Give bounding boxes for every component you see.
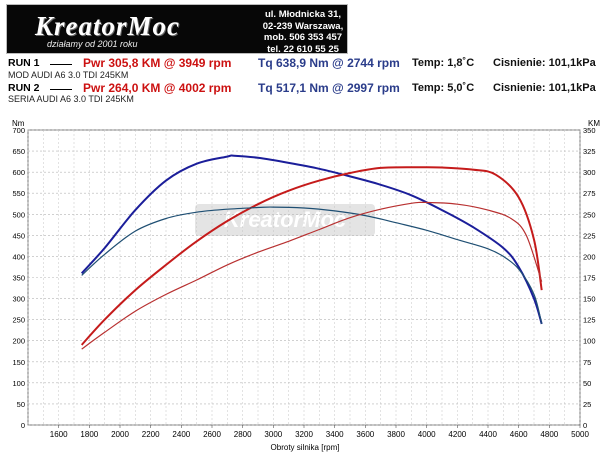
chart-watermark: KreatorMoc xyxy=(195,204,375,236)
x-tick-label: 3800 xyxy=(387,430,405,439)
run2-power-peak: Pwr 264,0 KM @ 4002 rpm xyxy=(83,81,232,95)
run1-torque-peak: Tq 638,9 Nm @ 2744 rpm xyxy=(258,56,400,70)
run2-pressure: Cisnienie: 101,1kPa xyxy=(493,82,596,94)
address-line: ul. Młodnicka 31, xyxy=(264,9,342,20)
series-mod-torque xyxy=(80,154,543,325)
run1-label: RUN 1 xyxy=(8,57,40,69)
logo-name: KreatorMoc xyxy=(35,11,180,41)
dyno-chart: KreatorMoc 0 0 50 25 100 50 150 75 200 100 250 125 3… xyxy=(0,105,610,457)
y-right-tick-label: 175 xyxy=(583,274,596,283)
run2-temperature: Temp: 5,0˚C xyxy=(412,82,475,94)
chart-ticks: 0 0 50 25 100 50 150 75 200 100 250 125 300 150 350 175… xyxy=(12,126,595,439)
y-left-tick-label: 0 xyxy=(21,421,25,430)
y-right-tick-label: 225 xyxy=(583,231,596,240)
chart-grid xyxy=(27,129,581,426)
x-tick-label: 2400 xyxy=(172,430,190,439)
series-stock-torque xyxy=(81,206,543,325)
y-left-tick-label: 200 xyxy=(12,337,25,346)
run1-temperature: Temp: 1,8˚C xyxy=(412,57,475,69)
x-tick-label: 3000 xyxy=(264,430,282,439)
x-tick-label: 4800 xyxy=(540,430,558,439)
y-left-tick-label: 600 xyxy=(12,168,25,177)
y-left-tick-label: 650 xyxy=(12,147,25,156)
y-right-tick-label: 75 xyxy=(583,358,591,367)
chart-background xyxy=(0,105,610,457)
y-right-tick-label: 250 xyxy=(583,210,596,219)
run1-legend-line xyxy=(50,64,72,65)
run1-name: MOD AUDI A6 3.0 TDI 245KM xyxy=(8,70,129,80)
y-right-tick-label: 150 xyxy=(583,295,596,304)
x-tick-label: 3400 xyxy=(326,430,344,439)
y-right-tick-label: 300 xyxy=(583,168,596,177)
series-stock-power xyxy=(81,201,543,350)
x-tick-label: 2800 xyxy=(234,430,252,439)
x-tick-label: 4000 xyxy=(418,430,436,439)
x-tick-label: 5000 xyxy=(571,430,589,439)
y-left-tick-label: 150 xyxy=(12,358,25,367)
y-right-unit: KM xyxy=(588,119,600,128)
run1-power-peak: Pwr 305,8 KM @ 3949 rpm xyxy=(83,56,232,70)
x-axis-label: Obroty silnika [rpm] xyxy=(271,443,340,452)
run2-label: RUN 2 xyxy=(8,82,40,94)
y-left-tick-label: 550 xyxy=(12,189,25,198)
y-left-tick-label: 100 xyxy=(12,379,25,388)
y-right-tick-label: 350 xyxy=(583,126,596,135)
y-left-tick-label: 700 xyxy=(12,126,25,135)
y-left-tick-label: 250 xyxy=(12,316,25,325)
logo-tagline: działamy od 2001 roku xyxy=(47,39,138,49)
watermark-text: KreatorMoc xyxy=(224,207,346,232)
address-line: 02-239 Warszawa, xyxy=(262,20,344,32)
y-left-unit: Nm xyxy=(12,119,25,128)
watermark-plate xyxy=(195,204,375,236)
y-right-tick-label: 200 xyxy=(583,252,596,261)
x-tick-label: 2200 xyxy=(142,430,160,439)
address-line: mob. 506 353 457 xyxy=(263,32,343,43)
x-tick-label: 3600 xyxy=(356,430,374,439)
address-line: tel. 22 610 55 25 xyxy=(267,43,339,55)
y-right-tick-label: 50 xyxy=(583,379,591,388)
y-left-tick-label: 350 xyxy=(12,274,25,283)
y-right-tick-label: 125 xyxy=(583,316,596,325)
company-logo: KreatorMoc działamy od 2001 roku ul. Mło… xyxy=(6,4,349,55)
y-right-tick-label: 275 xyxy=(583,189,596,198)
y-left-tick-label: 500 xyxy=(12,210,25,219)
run2-name: SERIA AUDI A6 3.0 TDI 245KM xyxy=(8,94,134,104)
x-tick-label: 4600 xyxy=(510,430,528,439)
x-tick-label: 1800 xyxy=(80,430,98,439)
y-right-tick-label: 100 xyxy=(583,337,596,346)
x-tick-label: 4200 xyxy=(448,430,466,439)
x-tick-label: 2600 xyxy=(203,430,221,439)
y-left-tick-label: 50 xyxy=(17,400,25,409)
y-left-tick-label: 300 xyxy=(12,295,25,304)
x-tick-label: 2000 xyxy=(111,430,129,439)
run2-legend-line xyxy=(50,89,72,90)
y-right-tick-label: 25 xyxy=(583,400,591,409)
run2-torque-peak: Tq 517,1 Nm @ 2997 rpm xyxy=(258,81,400,95)
address-block: ul. Młodnicka 31, 02-239 Warszawa, mob. … xyxy=(257,9,349,55)
run1-pressure: Cisnienie: 101,1kPa xyxy=(493,57,596,69)
y-right-tick-label: 325 xyxy=(583,147,596,156)
y-left-tick-label: 450 xyxy=(12,231,25,240)
y-right-tick-label: 0 xyxy=(583,421,587,430)
chart-series xyxy=(80,154,543,350)
y-left-tick-label: 400 xyxy=(12,252,25,261)
x-tick-label: 3200 xyxy=(295,430,313,439)
series-mod-power xyxy=(80,166,543,346)
x-tick-label: 4400 xyxy=(479,430,497,439)
x-tick-label: 1600 xyxy=(50,430,68,439)
